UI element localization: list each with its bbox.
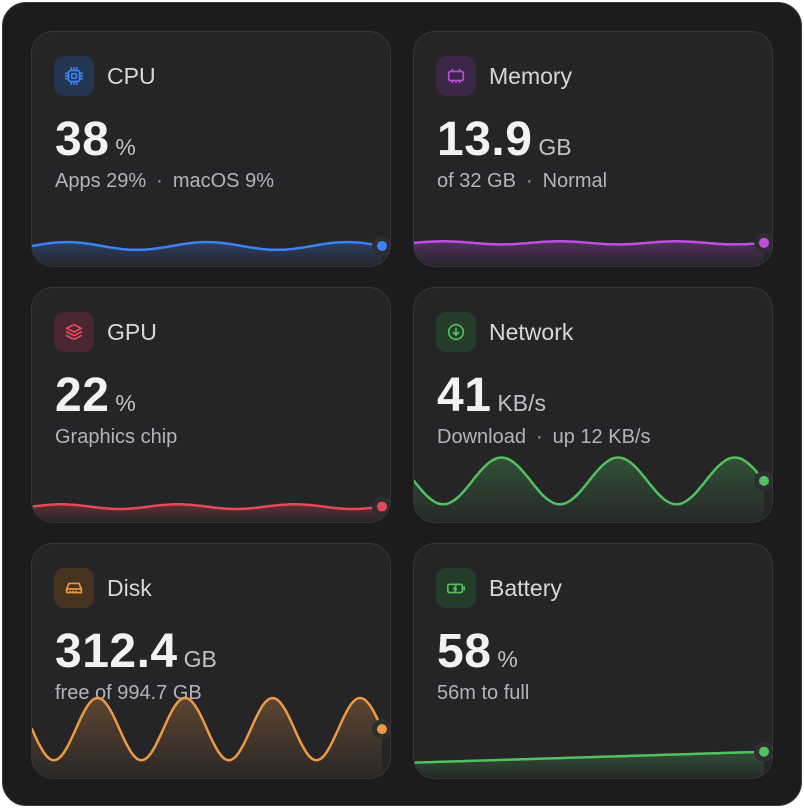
battery-sparkline-endpoint <box>759 746 769 757</box>
memory-title: Memory <box>489 63 573 89</box>
network-sub-download: Download <box>437 426 526 448</box>
download-circle-icon <box>447 323 465 341</box>
battery-title: Battery <box>489 575 562 601</box>
memory-unit: GB <box>538 134 572 160</box>
cpu-subtitle: Apps 29% · macOS 9% <box>55 170 274 193</box>
disk-sub-capacity: free of 994.7 GB <box>55 682 202 704</box>
network-sparkline-line <box>414 456 766 506</box>
separator-dot: · <box>156 170 163 192</box>
network-card[interactable]: Network 41 KB/s Download · up 12 KB/s <box>413 287 773 523</box>
network-value: 41 <box>437 369 492 422</box>
memory-sparkline-area <box>414 241 764 266</box>
memory-sparkline-endpoint <box>759 237 769 248</box>
battery-sparkline-line <box>414 750 766 764</box>
gpu-card[interactable]: GPU 22% Graphics chip <box>31 287 391 523</box>
gpu-sparkline-area <box>32 504 382 522</box>
disk-sparkline-area <box>32 698 382 778</box>
network-reading: 41 KB/s <box>437 368 546 423</box>
cpu-sparkline-area <box>32 242 382 266</box>
memory-sub-total: of 32 GB <box>437 170 516 192</box>
cpu-sparkline <box>32 235 390 266</box>
network-icon-box <box>436 312 476 352</box>
network-subtitle: Download · up 12 KB/s <box>437 426 650 449</box>
cpu-reading: 38% <box>55 112 136 167</box>
gpu-value: 22 <box>55 369 110 422</box>
memory-card[interactable]: Memory 13.9 GB of 32 GB · Normal <box>413 31 773 267</box>
memory-module-icon <box>447 68 465 84</box>
gpu-icon-box <box>54 312 94 352</box>
disk-reading: 312.4 GB <box>55 624 217 679</box>
memory-value: 13.9 <box>437 113 533 166</box>
battery-unit: % <box>497 646 518 672</box>
gpu-sparkline-endpoint <box>377 501 387 512</box>
network-title: Network <box>489 319 574 345</box>
battery-subtitle: 56m to full <box>437 682 529 705</box>
gpu-sub-label: Graphics chip <box>55 426 178 448</box>
disk-unit: GB <box>183 646 217 672</box>
cpu-sparkline-endpoint <box>377 240 387 251</box>
gpu-subtitle: Graphics chip <box>55 426 177 449</box>
gpu-unit: % <box>115 390 136 416</box>
disk-subtitle: free of 994.7 GB <box>55 682 202 705</box>
disk-sparkline <box>32 696 390 778</box>
cpu-chip-icon <box>64 66 84 86</box>
cpu-sub-macos: macOS 9% <box>172 170 274 192</box>
network-sparkline-area <box>414 457 764 522</box>
gpu-reading: 22% <box>55 368 136 423</box>
network-unit: KB/s <box>497 390 546 416</box>
cpu-icon-box <box>54 56 94 96</box>
battery-icon-box <box>436 568 476 608</box>
separator-dot: · <box>525 170 533 192</box>
memory-sparkline-line <box>414 240 766 246</box>
separator-dot: · <box>535 426 543 448</box>
cpu-sub-apps: Apps 29% <box>55 170 147 192</box>
cpu-value: 38 <box>55 113 110 166</box>
network-sparkline-endpoint <box>759 475 769 486</box>
gpu-sparkline-line <box>32 503 384 511</box>
battery-card[interactable]: Battery 58% 56m to full <box>413 543 773 779</box>
battery-sparkline-area <box>414 751 764 778</box>
gpu-title: GPU <box>107 319 157 345</box>
memory-sub-pressure: Normal <box>542 170 608 192</box>
disk-sparkline-endpoint <box>377 724 387 735</box>
disk-icon-box <box>54 568 94 608</box>
disk-value: 312.4 <box>55 625 178 678</box>
network-sparkline <box>414 456 772 522</box>
battery-reading: 58% <box>437 624 518 679</box>
cpu-title: CPU <box>107 63 156 89</box>
cpu-unit: % <box>115 134 136 160</box>
cpu-sparkline-line <box>32 240 384 252</box>
battery-sub-time: 56m to full <box>437 682 530 704</box>
memory-reading: 13.9 GB <box>437 112 572 167</box>
cpu-card[interactable]: CPU 38% Apps 29% · macOS 9% <box>31 31 391 267</box>
memory-icon-box <box>436 56 476 96</box>
disk-title: Disk <box>107 575 152 601</box>
hard-drive-icon <box>65 582 83 594</box>
network-sub-upload: up 12 KB/s <box>552 426 651 448</box>
disk-card[interactable]: Disk 312.4 GB free of 994.7 GB <box>31 543 391 779</box>
disk-sparkline-line <box>32 696 384 762</box>
gpu-sparkline <box>32 496 390 522</box>
battery-sparkline <box>414 741 772 778</box>
memory-sparkline <box>414 232 772 266</box>
layers-stack-icon <box>65 323 83 341</box>
battery-value: 58 <box>437 625 492 678</box>
battery-charging-icon <box>446 583 466 594</box>
memory-subtitle: of 32 GB · Normal <box>437 170 607 193</box>
